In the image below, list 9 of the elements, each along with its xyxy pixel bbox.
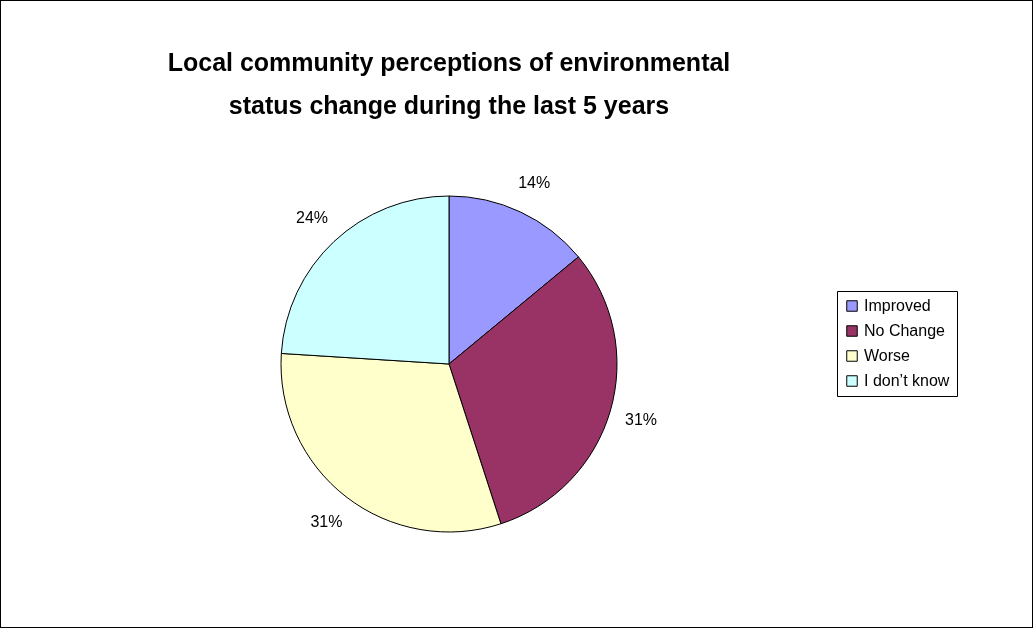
- data-label: 14%: [518, 174, 551, 192]
- legend-label: I don’t know: [864, 372, 950, 389]
- legend-label: Improved: [864, 297, 931, 314]
- legend-label: No Change: [864, 322, 946, 339]
- legend-label: Worse: [864, 347, 911, 364]
- data-label: 31%: [625, 410, 658, 428]
- chart-title: Local community perceptions of environmental status change during the last 5 years: [167, 48, 731, 119]
- data-label: 31%: [310, 513, 343, 531]
- data-label: 24%: [296, 209, 329, 227]
